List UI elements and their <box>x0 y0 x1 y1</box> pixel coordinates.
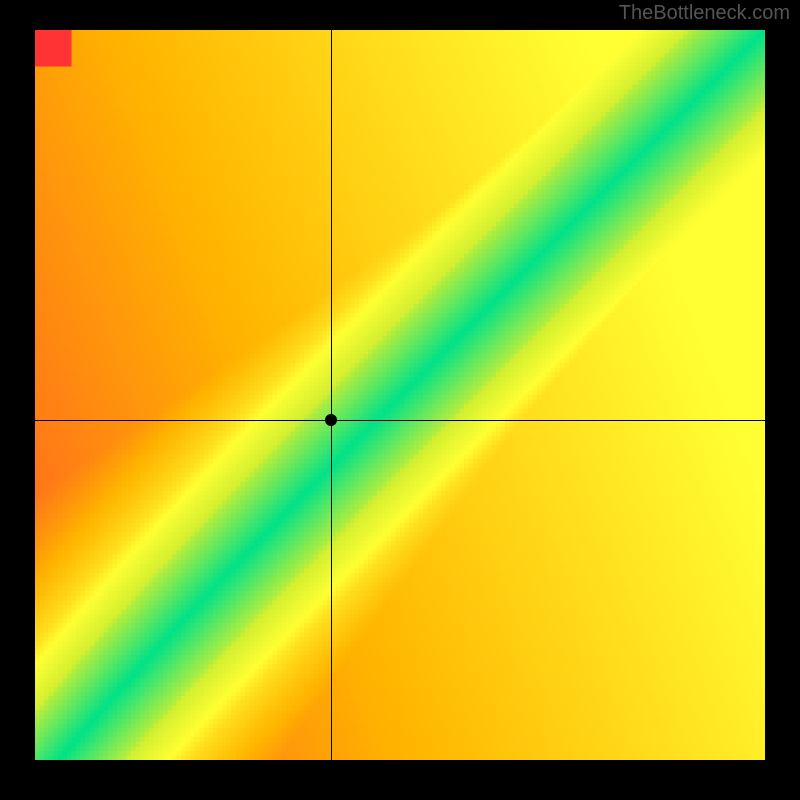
watermark-text: TheBottleneck.com <box>619 2 790 25</box>
crosshair-horizontal <box>35 420 765 421</box>
heatmap-canvas <box>35 30 765 760</box>
crosshair-vertical <box>331 30 332 760</box>
chart-container: TheBottleneck.com <box>0 0 800 800</box>
crosshair-marker <box>325 414 337 426</box>
